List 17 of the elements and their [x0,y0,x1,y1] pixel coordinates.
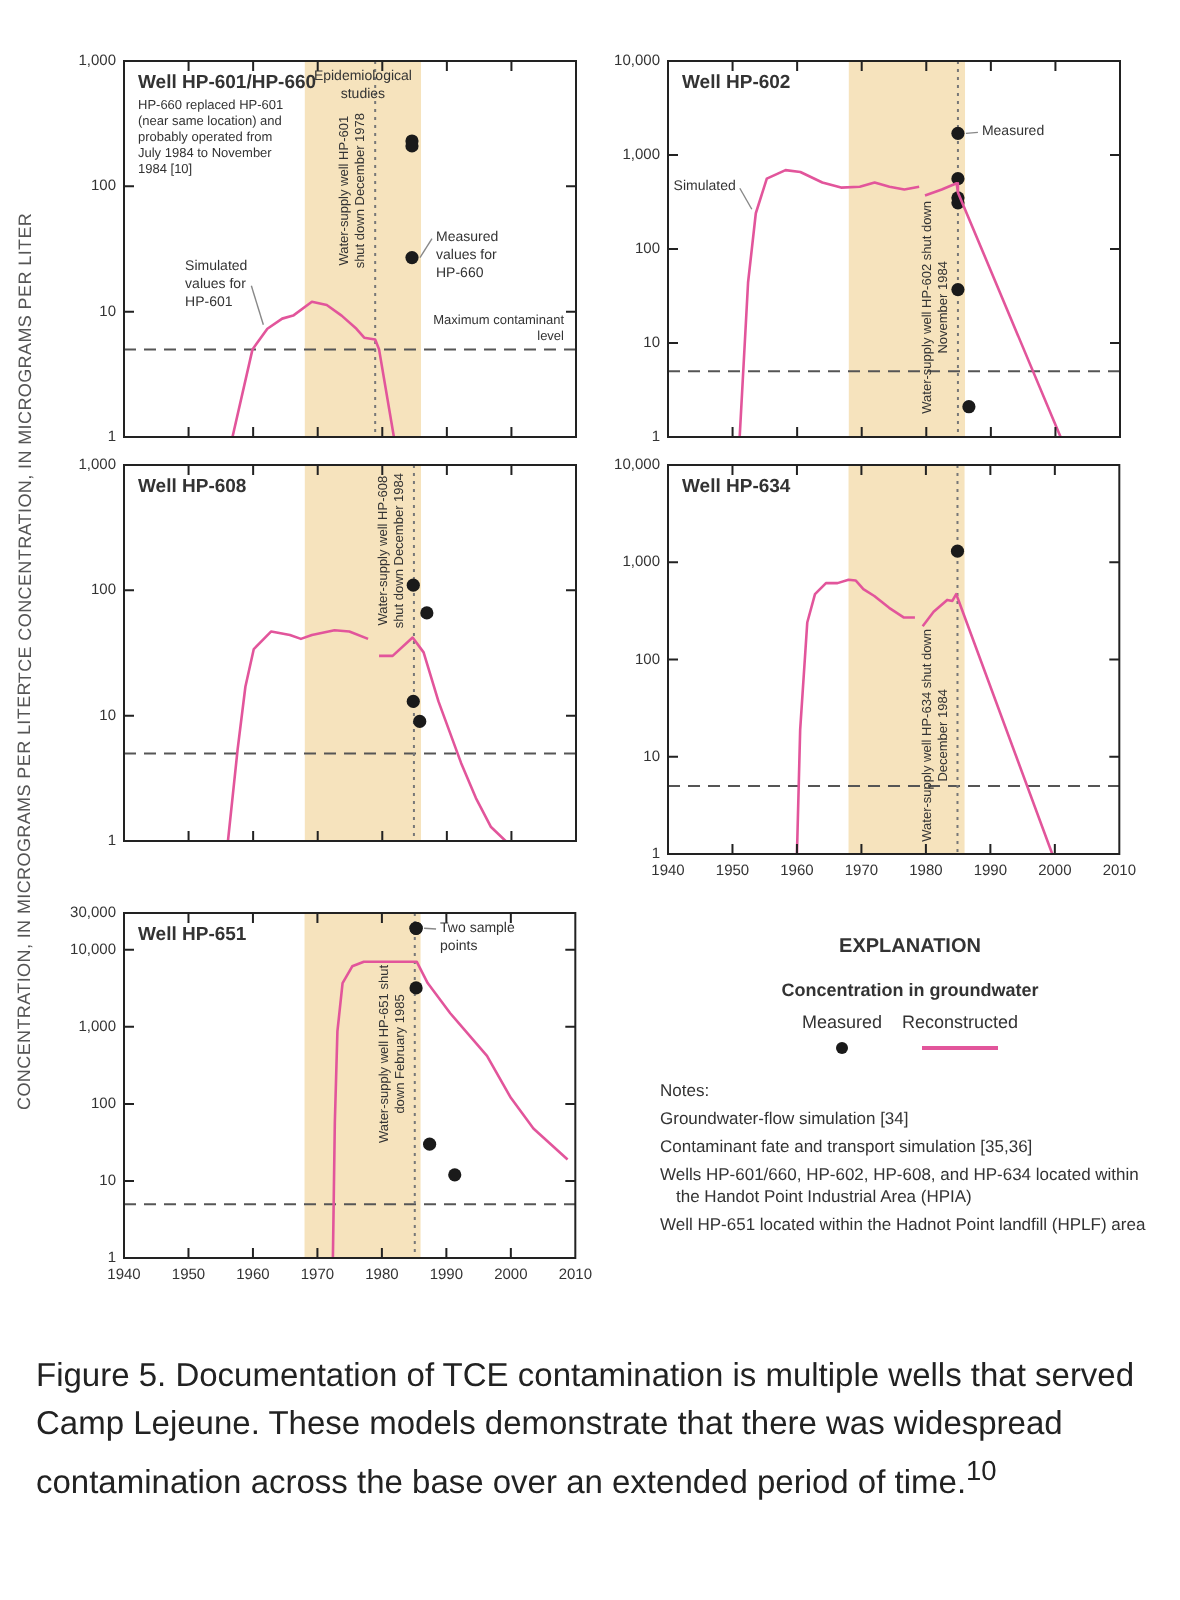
text: Well HP-608 [138,475,247,498]
text: Well HP-602 [682,71,791,94]
text: Wells HP-601/660, HP-602, HP-608, and HP-634 located within the Handot Point Industrial Area (HPIA) [660,1164,1141,1208]
text: EXPLANATION [837,936,983,958]
text: Measured [801,1012,882,1032]
y-axis-title: TCE CONCENTRATION, IN MICROGRAMS PER LITER [14,212,35,684]
y-axis-title: CONCENTRATION, IN MICROGRAMS PER LITER [13,682,34,1110]
legend-title: Concentration in groundwater [779,980,1041,1000]
text: Well HP-651 located within the Hadnot Point landfill (HPLF) area [660,1214,1148,1236]
text: Reconstructed [902,1012,1019,1032]
text: Well HP-601/HP-660 [138,71,317,94]
text: Well HP-651 [138,923,248,946]
text: Notes: [660,1080,712,1102]
text: Well HP-634 [682,475,792,498]
text: Contaminant fate and transport simulation [35,36] [660,1136,1035,1158]
caption: Figure 5. Documentation of TCE contamination is multiple wells that served Camp Lejeune. These models demonstrate that there was widespread contamination across the base over an extended period of time.$^{10}$ [36,1356,1137,1505]
text: Groundwater-flow simulation [34] [660,1108,911,1130]
